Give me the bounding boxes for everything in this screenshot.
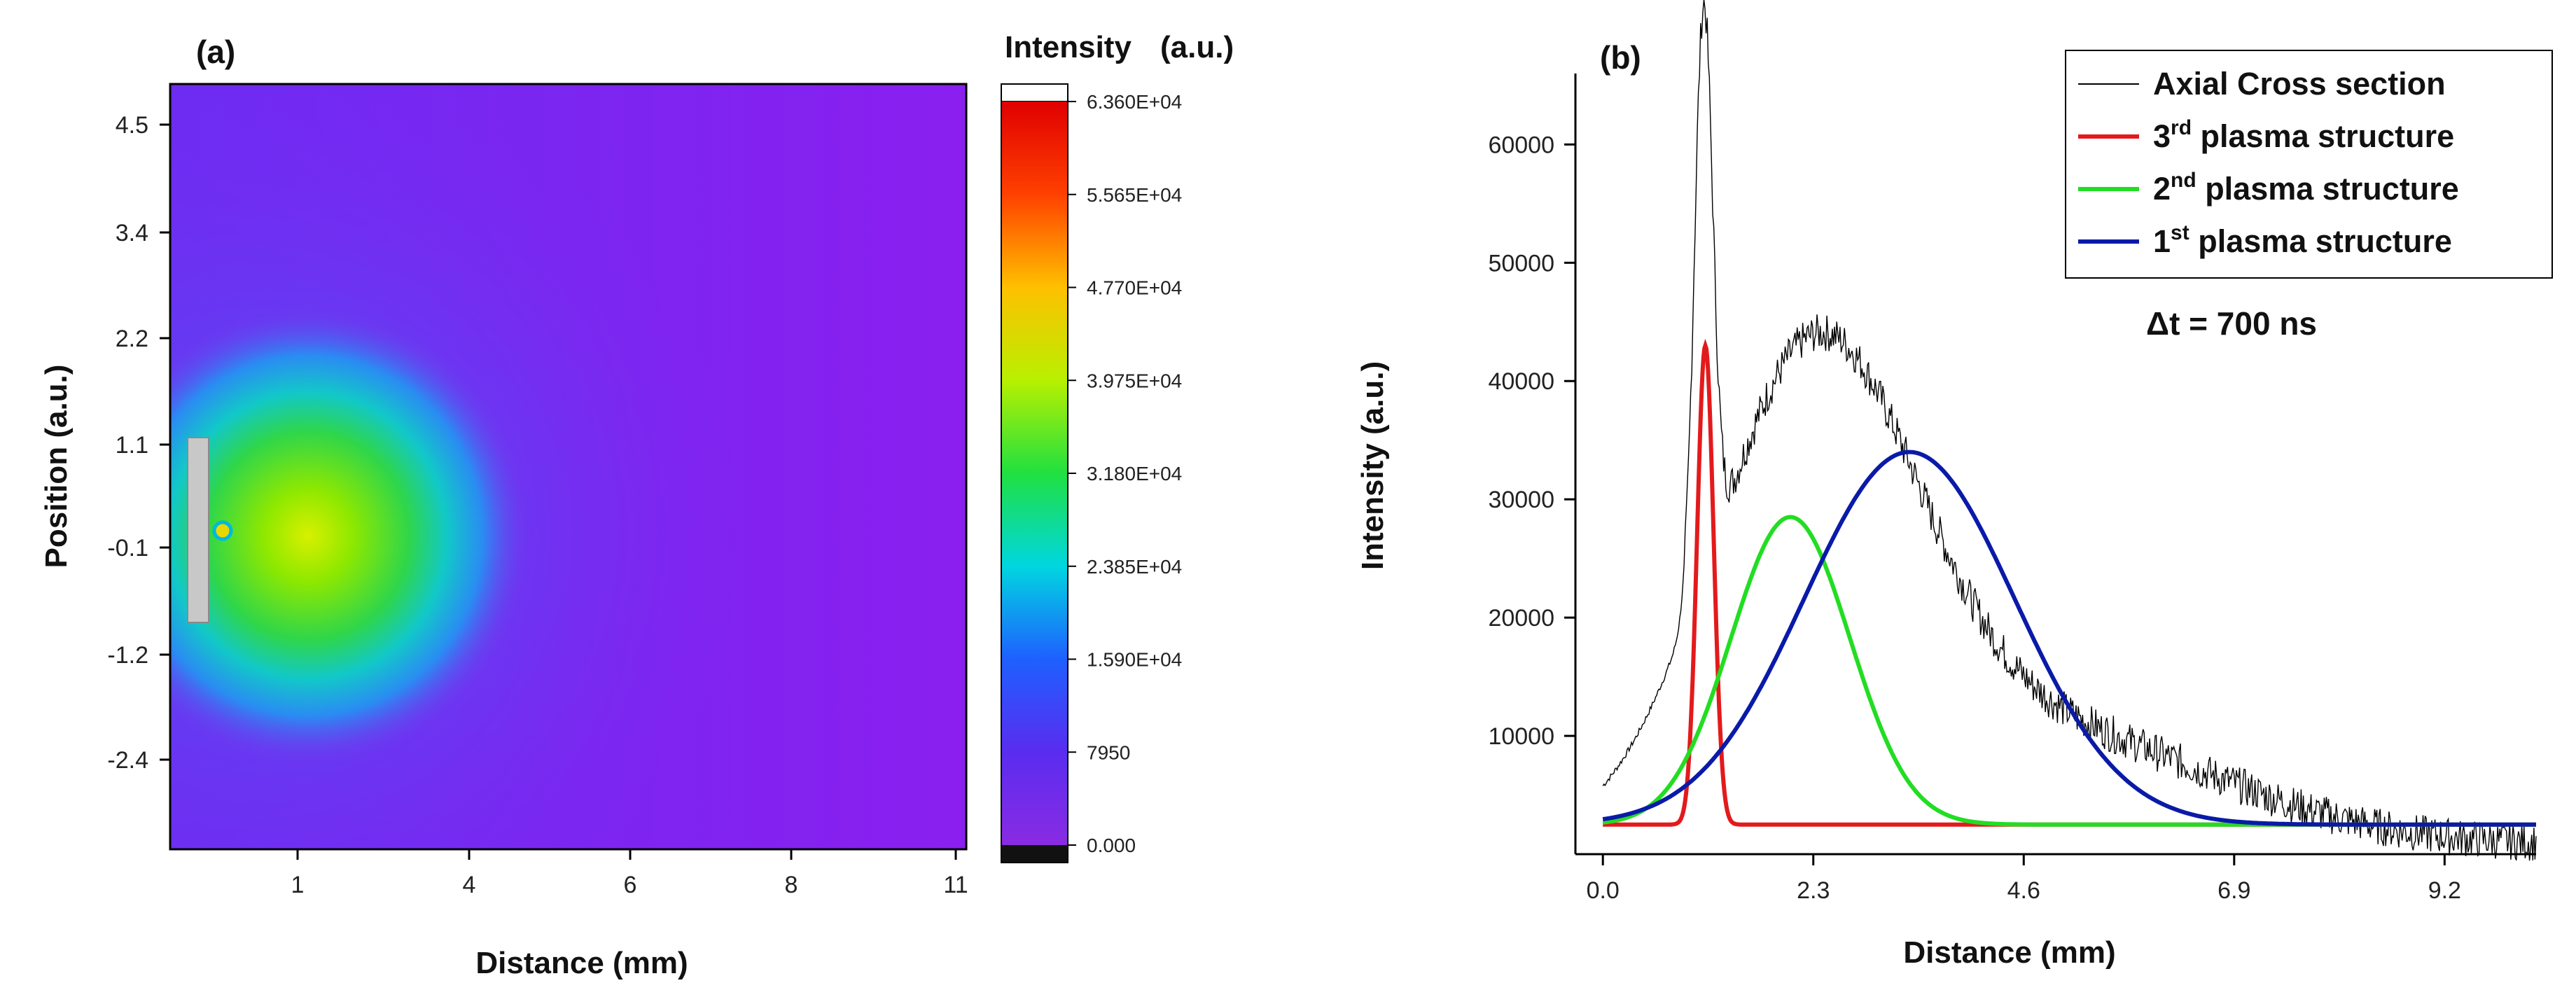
line-plot-series (1602, 0, 2537, 861)
line-plot-y-tick-label: 40000 (1488, 368, 1554, 395)
colorbar-tick-label: 5.565E+04 (1087, 184, 1182, 206)
line-plot-y-tick-label: 10000 (1488, 723, 1554, 750)
line-plot-x-tick-label: 9.2 (2428, 877, 2461, 904)
colorbar-tick-label: 1.590E+04 (1087, 649, 1182, 671)
legend-label: 2nd plasma structure (2153, 169, 2459, 207)
line-plot-y-title: Intensity (a.u.) (1356, 361, 1390, 570)
legend-label: Axial Cross section (2153, 66, 2446, 102)
legend (2065, 50, 2553, 279)
line-plot-x-tick-label: 2.3 (1797, 877, 1830, 904)
heatmap-y-tick-label: 4.5 (116, 112, 148, 139)
heatmap-x-tick-label: 8 (785, 872, 798, 898)
colorbar-ticks: 6.360E+04 5.565E+04 4.770E+04 3.975E+04 3.18… (1068, 91, 1182, 856)
heatmap-y-tick-label: 2.2 (116, 326, 148, 352)
heatmap-x-title: Distance (mm) (475, 946, 688, 980)
colorbar-unit: (a.u.) (1160, 30, 1234, 64)
colorbar-tick-label: 3.180E+04 (1087, 463, 1182, 484)
line-plot-x-tick-label: 0.0 (1587, 877, 1620, 904)
line-plot-y-tick-label: 60000 (1488, 132, 1554, 158)
panel-b-label: (b) (1600, 39, 1641, 76)
colorbar-tick-label: 4.770E+04 (1087, 277, 1182, 299)
colorbar-gradient (1001, 102, 1068, 845)
line-plot-x-title: Distance (mm) (1903, 935, 2115, 970)
colorbar-over-swatch (1001, 83, 1068, 102)
legend-box (2065, 50, 2553, 279)
heatmap-y-tick-label: -2.4 (107, 747, 148, 774)
legend-items: Axial Cross section 3rd plasma structure 2… (2078, 66, 2459, 259)
series-1st-plasma-structure (1602, 449, 2536, 827)
line-plot-x-tick-label: 4.6 (2007, 877, 2040, 904)
line-plot-x-axis: 0.0 2.3 4.6 6.9 9.2 (1587, 854, 2461, 904)
legend-label: 3rd plasma structure (2153, 116, 2454, 154)
heatmap-y-tick-label: 3.4 (116, 220, 148, 246)
heatmap-x-tick-label: 1 (291, 872, 305, 898)
colorbar-tick-label: 7950 (1087, 741, 1130, 763)
colorbar-tick-label: 6.360E+04 (1087, 91, 1182, 113)
line-plot (1574, 74, 2536, 856)
heatmap-x-tick-label: 6 (624, 872, 637, 898)
series-axial-cross-section (1602, 0, 2537, 861)
heatmap-x-tick-label: 11 (943, 872, 968, 898)
colorbar-tick-label: 0.000 (1087, 835, 1136, 856)
heatmap-frame (169, 83, 968, 851)
line-plot-y-tick-label: 50000 (1488, 250, 1554, 277)
colorbar (1001, 83, 1068, 863)
legend-label: 1st plasma structure (2153, 221, 2452, 259)
heatmap-y-axis: 4.5 3.4 2.2 1.1 -0.1 -1.2 -2.4 (107, 112, 170, 774)
heatmap-y-tick-label: 1.1 (116, 432, 148, 459)
target-bar (187, 437, 209, 623)
heatmap-y-tick-label: -1.2 (107, 642, 148, 669)
colorbar-under-swatch (1001, 845, 1068, 863)
line-plot-x-tick-label: 6.9 (2218, 877, 2250, 904)
heatmap-y-title: Position (a.u.) (39, 365, 74, 569)
colorbar-title: Intensity (1005, 30, 1132, 64)
heatmap-x-axis: 1 4 6 8 11 (291, 849, 968, 898)
line-plot-y-axis: 10000 20000 30000 40000 50000 60000 (1488, 132, 1575, 750)
heatmap-y-tick-label: -0.1 (107, 535, 148, 562)
plume-core (170, 305, 532, 767)
series-3rd-plasma-structure (1603, 338, 2536, 827)
panel-a-label: (a) (196, 34, 235, 70)
line-plot-y-tick-label: 20000 (1488, 605, 1554, 632)
colorbar-tick-label: 3.975E+04 (1087, 370, 1182, 391)
line-plot-y-tick-label: 30000 (1488, 487, 1554, 513)
heatmap-plot (169, 83, 968, 851)
series-2nd-plasma-structure (1602, 515, 2536, 827)
target-hotspot (212, 520, 233, 541)
delta-t-annotation: Δt = 700 ns (2146, 305, 2317, 342)
colorbar-tick-label: 2.385E+04 (1087, 556, 1182, 578)
heatmap-x-tick-label: 4 (463, 872, 476, 898)
